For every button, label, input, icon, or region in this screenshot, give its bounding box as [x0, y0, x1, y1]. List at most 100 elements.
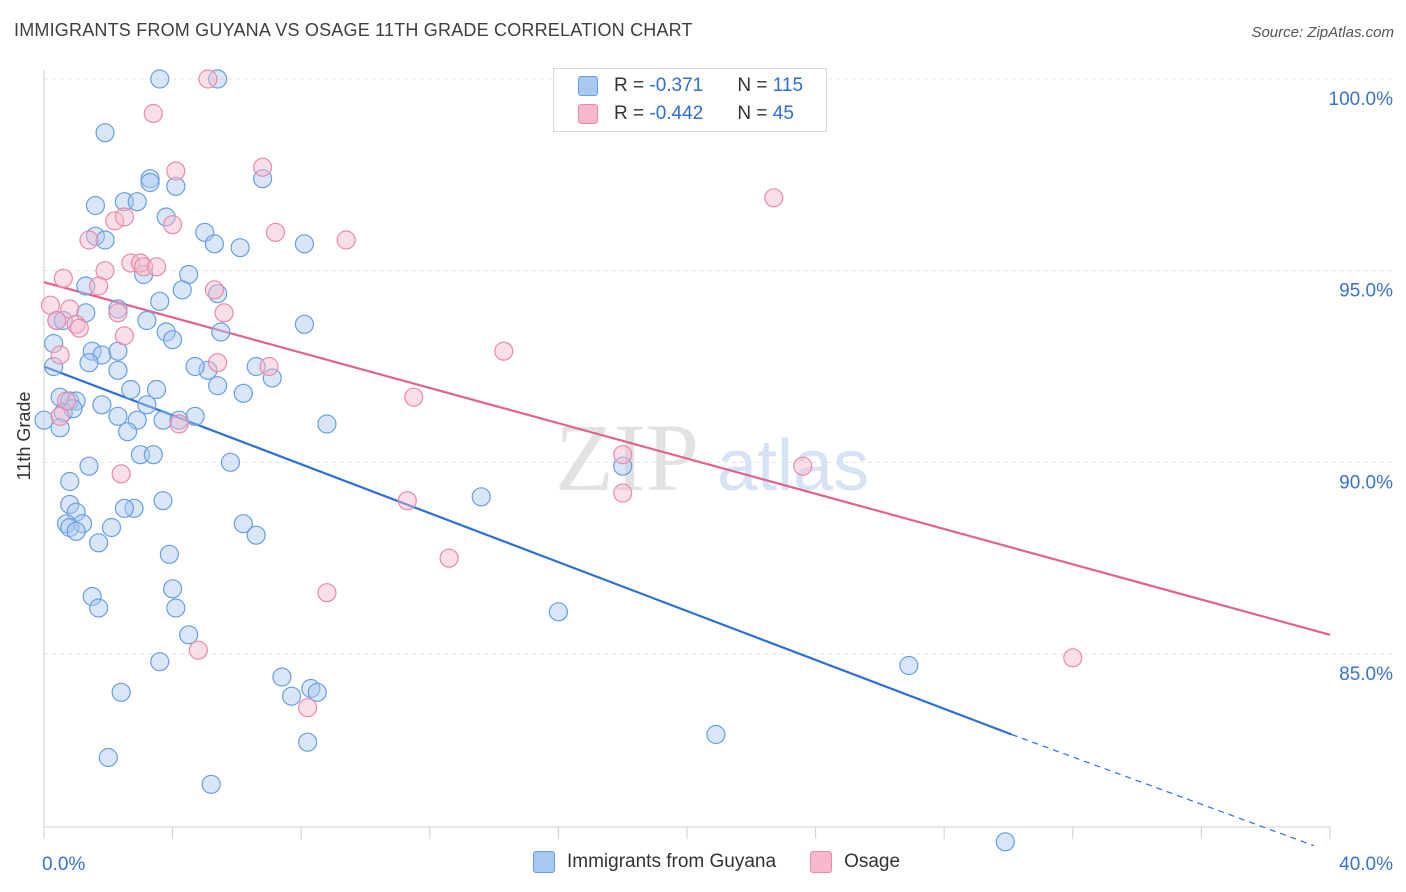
guyana-point	[150, 652, 170, 672]
osage-point	[50, 406, 70, 426]
guyana-point	[85, 195, 106, 216]
guyana-point	[159, 544, 179, 564]
guyana-point	[124, 498, 144, 518]
osage-point	[146, 257, 167, 277]
guyana-point	[294, 234, 315, 254]
legend-label: Osage	[844, 851, 901, 872]
osage-point	[494, 341, 514, 361]
guyana-point	[82, 341, 102, 361]
guyana-point	[201, 774, 221, 794]
watermark-zip: ZIP	[555, 404, 699, 511]
guyana-point	[95, 230, 115, 250]
guyana-point	[294, 314, 315, 334]
guyana-point	[317, 414, 337, 434]
guyana-point	[172, 280, 192, 300]
guyana-point	[230, 238, 250, 258]
guyana-trend-extension	[1011, 733, 1315, 847]
legend-item-guyana[interactable]: Immigrants from Guyana	[533, 851, 776, 873]
guyana-point	[79, 353, 99, 373]
guyana-point	[137, 395, 157, 415]
watermark-atlas: atlas	[717, 426, 869, 506]
trend-lines	[43, 281, 1331, 847]
guyana-point	[471, 487, 491, 507]
legend-r-value: -0.442	[649, 103, 704, 124]
legend-item-osage[interactable]: Osage	[810, 851, 900, 873]
osage-point	[613, 483, 633, 503]
guyana-point	[114, 498, 134, 518]
osage-point	[336, 230, 356, 250]
guyana-point	[246, 525, 266, 545]
guyana-point	[156, 207, 176, 227]
guyana-point	[82, 586, 102, 607]
osage-point	[163, 215, 183, 235]
legend-n-value: 115	[772, 75, 804, 96]
osage-point	[404, 387, 424, 407]
osage-point	[121, 253, 141, 273]
guyana-point	[156, 322, 176, 342]
guyana-point	[34, 410, 54, 430]
osage-point	[397, 491, 417, 511]
legend-r-label: R =	[614, 75, 650, 96]
tick-labels: 100.0% 95.0% 90.0% 85.0% 0.0% 40.0%	[42, 89, 1393, 875]
osage-point	[47, 310, 67, 331]
osage-swatch	[810, 851, 833, 873]
guyana-point	[706, 724, 726, 745]
guyana-point	[127, 192, 147, 212]
guyana-point	[53, 310, 73, 331]
osage-point	[793, 456, 813, 476]
legend-row-osage: R = -0.442 N = 45	[578, 101, 794, 127]
x-tick-label: 0.0%	[42, 854, 85, 875]
osage-point	[214, 303, 234, 323]
correlation-legend: R = -0.371 N = 115 R = -0.442 N = 45	[553, 68, 827, 132]
osage-point	[89, 276, 109, 296]
osage-trend-line	[43, 281, 1331, 636]
guyana-point	[185, 406, 205, 426]
osage-point	[169, 414, 189, 434]
osage-point	[1063, 648, 1083, 668]
legend-r-value: -0.371	[649, 75, 704, 96]
y-tick-label: 100.0%	[1329, 89, 1394, 110]
osage-point	[143, 103, 163, 124]
data-points	[34, 69, 1083, 852]
guyana-point	[66, 391, 86, 411]
guyana-point	[95, 123, 115, 143]
axes	[43, 70, 1331, 839]
guyana-point	[166, 176, 186, 196]
guyana-point	[163, 579, 183, 599]
guyana-point	[108, 360, 128, 380]
guyana-point	[204, 234, 224, 254]
guyana-point	[98, 747, 118, 768]
guyana-point	[150, 69, 170, 89]
osage-point	[439, 548, 459, 568]
guyana-point	[208, 376, 228, 396]
osage-point	[259, 356, 279, 377]
osage-point	[166, 161, 186, 181]
guyana-point	[307, 682, 327, 702]
guyana-point	[79, 456, 99, 476]
guyana-point	[146, 379, 167, 400]
osage-point	[79, 230, 99, 250]
y-tick-label: 85.0%	[1339, 664, 1393, 685]
guyana-point	[153, 491, 173, 511]
guyana-point	[66, 521, 86, 541]
osage-point	[114, 207, 134, 227]
osage-point	[317, 583, 337, 603]
x-tick-label: 40.0%	[1339, 854, 1393, 875]
osage-point	[613, 445, 633, 465]
osage-point	[114, 326, 134, 346]
guyana-point	[185, 356, 205, 377]
y-tick-label: 90.0%	[1339, 472, 1393, 493]
guyana-point	[899, 655, 919, 676]
osage-point	[265, 222, 286, 242]
guyana-point	[298, 732, 318, 752]
y-axis-label: 11th Grade	[14, 392, 34, 481]
guyana-point	[92, 395, 112, 415]
guyana-point	[220, 452, 241, 472]
guyana-point	[50, 418, 70, 438]
guyana-point	[72, 514, 93, 534]
guyana-point	[262, 368, 282, 388]
guyana-point	[140, 172, 160, 193]
legend-r-label: R =	[614, 103, 650, 124]
osage-point	[764, 188, 784, 208]
